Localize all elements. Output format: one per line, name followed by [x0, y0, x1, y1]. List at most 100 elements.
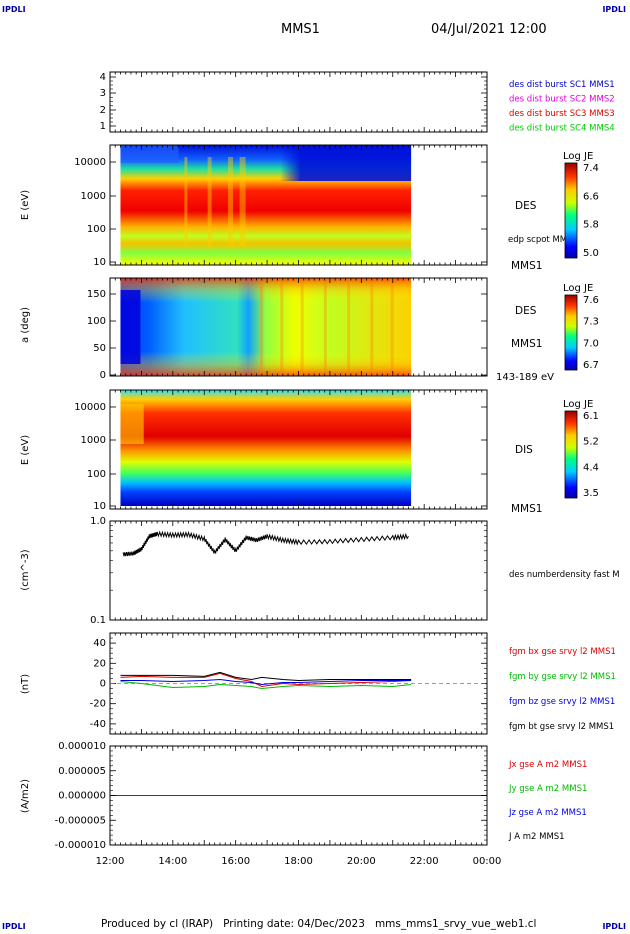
dis-energy-spectrogram	[120, 390, 412, 506]
x-tick-label: 00:00	[473, 856, 502, 867]
colorbar-tick-label: 6.7	[583, 360, 599, 371]
colorbar-tick-label: 7.6	[583, 295, 599, 306]
bfield-legend-item: fgm bt gse srvy l2 MMS1	[509, 722, 614, 732]
current-legend-item: Jx gse A m2 MMS1	[508, 760, 587, 770]
burst-legend-item: des dist burst SC4 MMS4	[509, 124, 615, 134]
des-pitch-streak	[280, 278, 284, 376]
des-pitch-instrument-label: DES	[515, 305, 537, 317]
colorbar-tick-label: 6.6	[583, 191, 599, 202]
bfield-y-tick-label: 20	[93, 658, 106, 669]
des-pitch-y-tick-label: 150	[87, 289, 106, 300]
x-tick-label: 14:00	[158, 856, 187, 867]
dis-energy-spacecraft-label: MMS1	[511, 503, 542, 515]
plot-area: 1 2 3 4 des dist burst SC1 MMS1 des dist burs…	[20, 71, 620, 867]
corner-tag-bottom-right: IPDLI	[602, 922, 626, 931]
density-y-axis-label: (cm^-3)	[20, 549, 31, 590]
x-tick-label: 16:00	[221, 856, 250, 867]
dis-energy-y-tick-label: 1000	[81, 435, 106, 446]
des-pitch-streak	[347, 278, 351, 376]
des-energy-scpot-label: edp scpot MMS1	[508, 235, 578, 245]
current-y-tick-label: -0.000010	[55, 840, 106, 851]
bfield-y-tick-label: -20	[90, 699, 106, 710]
des-energy-y-tick-label: 1000	[81, 191, 106, 202]
current-legend-item: J A m2 MMS1	[508, 832, 565, 842]
current-y-tick-label: 0.000005	[58, 766, 106, 777]
colorbar-tick-label: 7.3	[583, 317, 599, 328]
burst-y-tick-label: 3	[100, 88, 106, 99]
plot-date: 04/Jul/2021 12:00	[431, 22, 547, 37]
spacecraft-title: MMS1	[281, 22, 320, 37]
current-y-tick-label: -0.000005	[55, 815, 106, 826]
burst-legend-item: des dist burst SC2 MMS2	[509, 95, 615, 105]
colorbar-title: Log JE	[563, 399, 593, 410]
des-energy-y-tick-label: 100	[87, 224, 106, 235]
des-pitch-y-tick-label: 50	[93, 343, 106, 354]
des-energy-early-band	[120, 145, 179, 163]
dis-energy-early-patch	[120, 404, 144, 444]
corner-tag-bottom-left: IPDLI	[2, 922, 26, 931]
colorbar-tick-label: 3.5	[583, 488, 599, 499]
burst-panel-frame	[109, 71, 488, 133]
des-energy-streak	[227, 157, 233, 247]
density-series-label: des numberdensity fast M	[509, 570, 620, 580]
corner-tag-top-left: IPDLI	[2, 5, 26, 14]
des-pitch-energy-range-label: 143-189 eV	[496, 372, 554, 383]
current-legend-item: Jz gse A m2 MMS1	[508, 808, 587, 818]
colorbar-tick-label: 4.4	[583, 462, 599, 473]
colorbar-tick-label: 6.1	[583, 411, 599, 422]
burst-legend-item: des dist burst SC1 MMS1	[509, 80, 615, 90]
des-pitch-dropout	[120, 290, 141, 364]
des-energy-colorbar	[564, 162, 578, 259]
x-tick-label: 12:00	[96, 856, 125, 867]
des-pitch-streak	[390, 278, 394, 376]
bfield-legend-item: fgm by gse srvy l2 MMS1	[509, 672, 616, 682]
dis-energy-instrument-label: DIS	[515, 444, 533, 456]
des-pitch-y-tick-label: 100	[87, 316, 106, 327]
burst-y-tick-label: 2	[100, 105, 106, 116]
colorbar-tick-label: 5.2	[583, 437, 599, 448]
des-pitch-streak	[323, 278, 327, 376]
colorbar-tick-label: 7.0	[583, 338, 599, 349]
bfield-y-tick-label: 40	[93, 638, 106, 649]
dis-energy-y-tick-label: 10	[93, 501, 106, 512]
footer-producer: Produced by cl (IRAP)	[101, 918, 214, 930]
bfield-series-line	[120, 678, 412, 686]
bfield-legend-item: fgm bz gse srvy l2 MMS1	[509, 697, 615, 707]
des-energy-streak	[184, 157, 188, 247]
current-y-tick-label: 0.000010	[58, 741, 106, 752]
bfield-legend-item: fgm bx gse srvy l2 MMS1	[509, 647, 616, 657]
bfield-series-line	[120, 671, 412, 682]
dis-energy-y-tick-label: 10000	[74, 402, 106, 413]
des-pitch-spacecraft-label: MMS1	[511, 338, 542, 350]
current-y-axis-label: (A/m2)	[20, 779, 31, 813]
des-pitch-streak	[300, 278, 304, 376]
bfield-y-tick-label: -40	[90, 719, 106, 730]
density-series-line	[122, 530, 409, 557]
colorbar-tick-label: 5.8	[583, 220, 599, 231]
des-energy-y-tick-label: 10	[93, 257, 106, 268]
des-pitch-edge-enhancement	[120, 278, 412, 376]
des-pitch-y-tick-label: 0	[100, 370, 106, 381]
burst-y-tick-label: 4	[100, 72, 106, 83]
burst-y-tick-label: 1	[100, 121, 106, 132]
colorbar-tick-label: 7.4	[583, 163, 599, 174]
des-energy-y-axis-label: E (eV)	[20, 190, 31, 220]
dis-energy-y-axis-label: E (eV)	[20, 435, 31, 465]
des-pitch-streak	[259, 278, 263, 376]
burst-legend-item: des dist burst SC3 MMS3	[509, 109, 615, 119]
density-y-tick-label: 0.1	[90, 615, 106, 626]
x-tick-label: 20:00	[347, 856, 376, 867]
footer-print-date: Printing date: 04/Dec/2023	[223, 918, 365, 930]
colorbar-title: Log JE	[563, 151, 593, 162]
des-energy-y-tick-label: 10000	[74, 157, 106, 168]
bfield-y-axis-label: (nT)	[20, 674, 31, 694]
current-legend-item: Jy gse A m2 MMS1	[508, 784, 587, 794]
footer-filename: mms_mms1_srvy_vue_web1.cl	[374, 918, 537, 930]
x-tick-label: 18:00	[284, 856, 313, 867]
corner-tag-top-right: IPDLI	[602, 5, 626, 14]
colorbar-tick-label: 5.0	[583, 248, 599, 259]
des-energy-streak	[239, 157, 246, 247]
x-tick-label: 22:00	[410, 856, 439, 867]
des-energy-spacecraft-label: MMS1	[511, 260, 542, 272]
colorbar-title: Log JE	[563, 283, 593, 294]
